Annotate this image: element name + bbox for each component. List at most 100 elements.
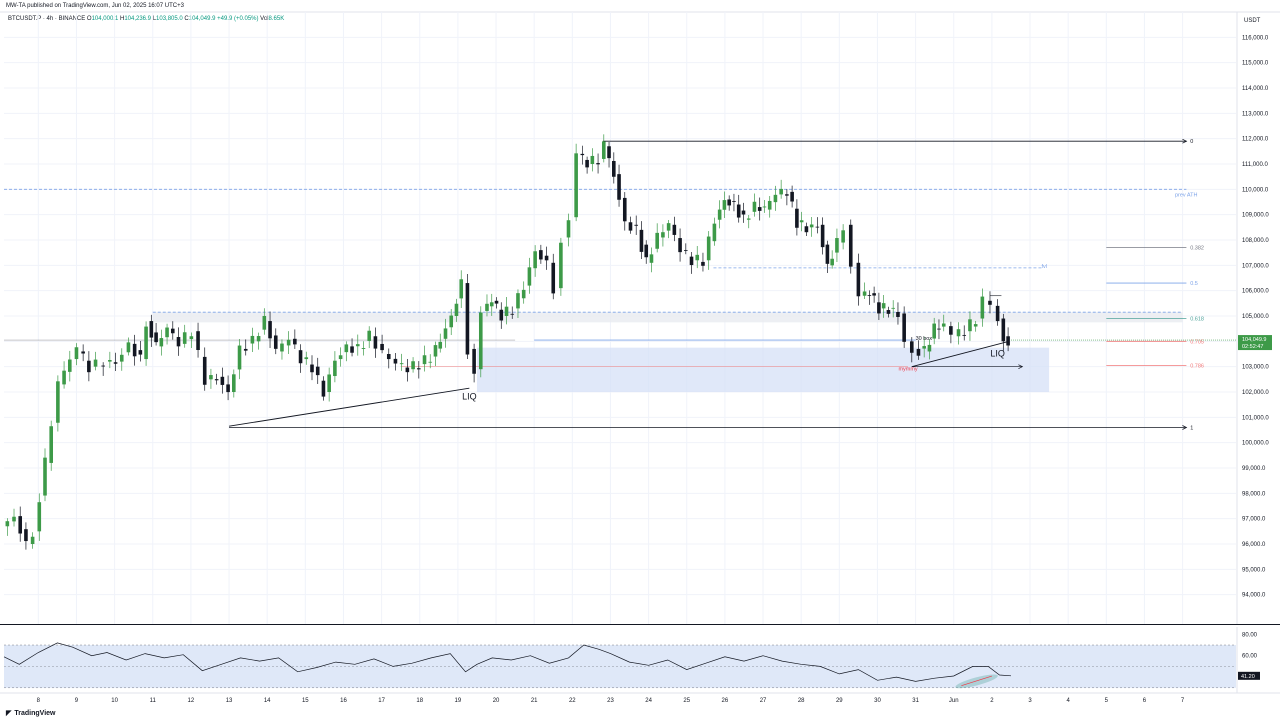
candle-down [872, 293, 876, 296]
candle-down [848, 224, 853, 267]
candle-down [877, 302, 881, 314]
candle-down [596, 163, 600, 165]
candle-up [521, 289, 526, 299]
candle-down [494, 300, 499, 304]
candle-up [165, 327, 169, 338]
rsi-value-label: 41.20 [1241, 674, 1255, 680]
candle-up [12, 516, 16, 522]
x-tick-label: 29 [836, 698, 843, 704]
candle-up [706, 236, 711, 261]
candle-up [973, 324, 978, 327]
annotation-30-box: 30 box [916, 336, 933, 342]
candle-down [995, 305, 1000, 322]
x-tick-label: 17 [378, 698, 385, 704]
annotation-liq: LIQ [990, 349, 1005, 359]
candle-down [243, 348, 248, 351]
level-label: 0.786 [1190, 363, 1204, 369]
x-tick-label: 26 [722, 698, 729, 704]
level-label: 0.705 [1190, 339, 1204, 345]
y-tick-label: 100,000.0 [1242, 441, 1269, 447]
close-value: 104,049.9 [188, 16, 216, 22]
candle-down [689, 256, 694, 266]
candle-down [732, 201, 736, 202]
candle-down [170, 328, 175, 334]
y-tick-label: 102,000.0 [1242, 390, 1269, 396]
candle-up [695, 254, 700, 261]
x-tick-label: 3 [1028, 698, 1032, 704]
candle-down [820, 224, 825, 248]
candle-down [790, 191, 794, 202]
candle-up [304, 357, 309, 360]
candle-down [757, 207, 762, 211]
x-tick-label: 2 [990, 698, 994, 704]
candle-up [799, 220, 804, 223]
price-chart[interactable]: USDT 94,000.0 95,000.0 96,000.0 97,000.0 98,0… [0, 0, 1280, 625]
candle-up [661, 232, 665, 238]
candle-down [612, 160, 616, 177]
candle-up [956, 329, 961, 337]
volume-value: 8.65K [268, 16, 285, 22]
candle-down [962, 334, 967, 336]
candle-up [489, 302, 494, 307]
candle-up [968, 319, 972, 332]
candle-up [566, 220, 571, 238]
x-tick-label: 6 [1143, 698, 1147, 704]
candle-up [449, 315, 454, 328]
candle-up [830, 258, 834, 266]
candle-down [149, 321, 154, 338]
last-price-label: 104,049.9 [1242, 337, 1266, 343]
level-label: 0 [1190, 139, 1193, 145]
level-label: 1 [1190, 425, 1193, 431]
candle-up [574, 153, 578, 218]
y-tick-label: 94,000.0 [1242, 593, 1266, 599]
candle-up [344, 344, 349, 353]
candle-down [896, 311, 900, 317]
y-tick-label: 112,000.0 [1242, 137, 1269, 143]
candle-up [119, 354, 124, 362]
publisher-header: MW-TA published on TradingView.com, Jun … [6, 3, 184, 9]
candle-down [380, 343, 384, 351]
high-value: 104,236.9 [124, 16, 152, 22]
candle-down [672, 224, 677, 235]
candle-up [980, 296, 985, 319]
candle-up [108, 360, 112, 362]
liq-trendline-right [911, 340, 1010, 368]
candle-up [422, 355, 427, 365]
candle-up [30, 536, 35, 544]
candle-down [416, 368, 421, 370]
x-tick-label: 20 [493, 698, 500, 704]
candle-down [268, 321, 272, 339]
tradingview-logo[interactable]: ◤ TradingView [6, 709, 56, 718]
y-tick-label: 98,000.0 [1242, 491, 1266, 497]
candle-up [722, 200, 727, 210]
candle-down [321, 380, 326, 397]
x-tick-label: 23 [607, 698, 614, 704]
candle-up [454, 303, 459, 316]
rsi-chart[interactable]: 60.00 80.00 41.20 8 9 10 11 12 13 14 15 16 17 18 19 20 2… [0, 627, 1280, 707]
candle-up [666, 223, 671, 231]
rsi-tick-label: 80.00 [1242, 632, 1258, 638]
candle-up [67, 359, 72, 372]
low-value: 103,805.0 [156, 16, 183, 22]
candle-down [909, 341, 914, 353]
candle-down [539, 250, 543, 260]
candle-up [159, 338, 164, 347]
y-tick-label: 113,000.0 [1242, 111, 1269, 117]
candle-up [459, 279, 464, 299]
candle-down [622, 197, 627, 222]
candle-up [286, 339, 291, 346]
symbol-label[interactable]: BTCUSDT.P · 4h · BINANCE [8, 16, 86, 22]
candle-up [232, 374, 236, 392]
x-tick-label: 10 [111, 698, 118, 704]
candle-down [138, 350, 143, 355]
candle-down [678, 238, 682, 253]
y-tick-label: 105,000.0 [1242, 314, 1269, 320]
candle-down [202, 356, 207, 385]
candle-up [209, 375, 213, 380]
change-value: +49.9 (+0.05%) [217, 16, 259, 22]
candle-up [779, 188, 783, 195]
candle-up [93, 359, 98, 367]
candle-up [189, 336, 194, 340]
rsi-value-badge [1238, 671, 1260, 680]
candle-up [601, 141, 606, 159]
